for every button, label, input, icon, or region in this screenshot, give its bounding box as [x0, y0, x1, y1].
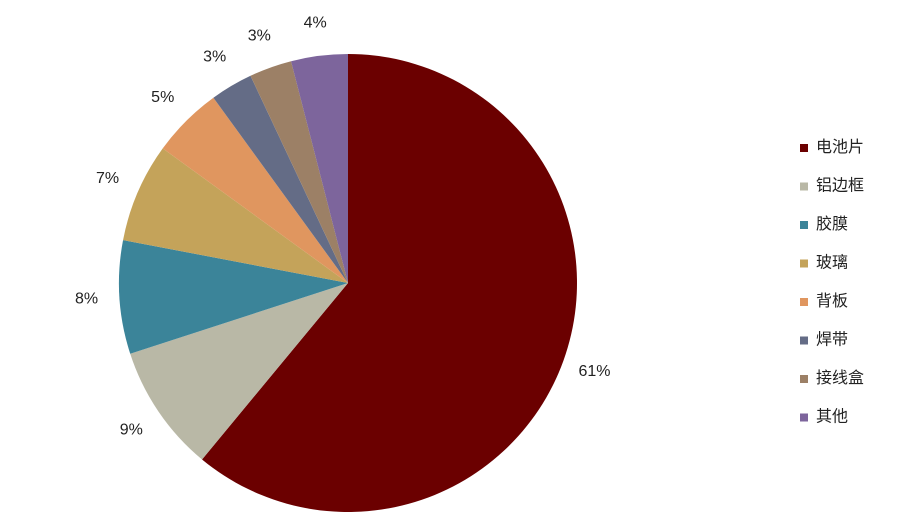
pie-slice: [162, 97, 348, 283]
data-label: 61%: [578, 363, 610, 380]
legend-swatch: [800, 144, 808, 152]
pie-slice: [202, 54, 578, 512]
legend-label: 接线盒: [816, 369, 864, 387]
legend-swatch: [800, 336, 808, 345]
legend-swatch: [800, 375, 808, 383]
pie-slice: [250, 61, 348, 283]
data-label: 8%: [75, 291, 98, 308]
data-label: 7%: [96, 170, 119, 187]
legend-label: 铝边框: [816, 177, 864, 195]
legend-label: 背板: [816, 292, 848, 310]
legend-swatch: [800, 259, 808, 268]
pie-slice: [291, 54, 348, 283]
legend-swatch: [800, 298, 808, 306]
data-label: 4%: [304, 14, 327, 31]
pie-slice: [118, 240, 348, 354]
data-label: 9%: [120, 421, 143, 438]
legend-swatch: [800, 413, 808, 422]
legend-swatch: [800, 221, 808, 229]
data-label: 5%: [151, 89, 174, 106]
legend-swatch: [800, 182, 808, 191]
data-label: 3%: [203, 49, 226, 66]
pie-slice: [130, 283, 348, 460]
legend-label: 胶膜: [816, 215, 848, 233]
pie-slice: [213, 75, 348, 283]
data-label: 3%: [248, 28, 271, 45]
pie-slice: [123, 148, 349, 283]
legend-label: 其他: [816, 408, 848, 426]
legend-label: 玻璃: [816, 254, 848, 272]
legend-label: 焊带: [816, 331, 848, 349]
legend-label: 电池片: [816, 138, 864, 156]
